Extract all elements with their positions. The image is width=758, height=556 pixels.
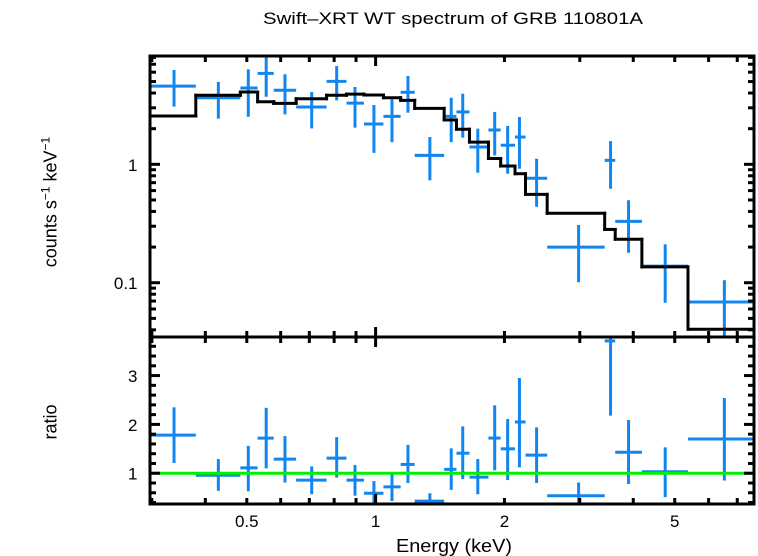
spectrum-data-point	[414, 137, 445, 181]
spectrum-data-point	[604, 141, 616, 189]
y-axis-label-superscript: −1	[39, 186, 53, 200]
ratio-data-point	[414, 493, 445, 505]
ratio-y-tick-label: 3	[128, 367, 137, 386]
ratio-panel-plot-area	[150, 336, 754, 505]
spectrum-data-point	[273, 74, 297, 115]
spectrum-data-point	[383, 99, 401, 143]
ratio-data-point	[150, 407, 196, 463]
spectrum-data-point	[469, 128, 489, 173]
spectrum-data-point	[547, 225, 605, 283]
ratio-ratio-series	[150, 336, 754, 505]
y-axis-label-part: keV	[41, 150, 61, 186]
plot-data-layer	[150, 56, 754, 505]
spectrum-data-point	[257, 56, 274, 97]
spectrum-model-series	[150, 90, 754, 331]
ratio-data-point	[383, 474, 401, 502]
ratio-panel-frame	[148, 335, 756, 506]
spectrum-data-point	[195, 81, 241, 119]
ratio-data-point	[240, 445, 258, 492]
spectrum-data-point	[615, 200, 642, 253]
ratio-data-point	[444, 448, 457, 490]
ratio-data-point	[326, 437, 347, 478]
spectrum-y-tick-label: 0.1	[114, 274, 138, 293]
ratio-data-point	[604, 336, 616, 416]
y-axis-label-part: counts s	[41, 200, 61, 267]
x-tick-label: 5	[670, 512, 679, 531]
x-axis-label: Energy (keV)	[396, 536, 512, 556]
spectrum-data-point	[525, 158, 548, 207]
ratio-data-point	[195, 459, 241, 491]
spectrum-data-point	[400, 76, 415, 113]
spectrum-panel-plot-area	[150, 56, 754, 337]
spectrum-data-point	[363, 104, 384, 153]
ratio-data-point	[346, 464, 364, 496]
ratio-data-point	[488, 405, 501, 471]
ratio-data-point	[687, 398, 754, 481]
spectrum-data-point	[150, 70, 196, 107]
ratio-y-tick-label: 1	[128, 465, 137, 484]
tick-labels-layer: 1 0.1 3 2 1 0.5 1 2 5	[114, 156, 680, 531]
chart-title: Swift–XRT WT spectrum of GRB 110801A	[263, 9, 644, 28]
spectrum-data-point	[488, 111, 501, 156]
axes-layer	[148, 54, 756, 506]
ratio-data-point	[469, 459, 489, 495]
ratio-data-point	[257, 407, 274, 469]
y-axis-label-ratio: ratio	[41, 404, 61, 439]
spectrum-data-point	[687, 280, 754, 337]
spectrum-data-series	[150, 56, 754, 337]
ratio-data-point	[500, 419, 516, 481]
x-tick-label: 0.5	[235, 512, 259, 531]
ratio-data-point	[296, 466, 327, 495]
ratio-y-tick-label: 2	[128, 416, 137, 435]
ratio-data-point	[273, 436, 297, 483]
x-tick-label: 1	[371, 512, 380, 531]
ratio-data-point	[515, 378, 526, 468]
y-axis-label-superscript: −1	[39, 136, 53, 150]
x-tick-label: 2	[500, 512, 509, 531]
ratio-data-point	[363, 481, 384, 505]
ratio-data-point	[400, 444, 415, 484]
y-axis-label-counts: counts s−1 keV−1	[39, 136, 61, 267]
spectrum-data-point	[515, 116, 526, 169]
spectrum-y-tick-label: 1	[128, 156, 137, 175]
ratio-data-point	[456, 426, 470, 480]
